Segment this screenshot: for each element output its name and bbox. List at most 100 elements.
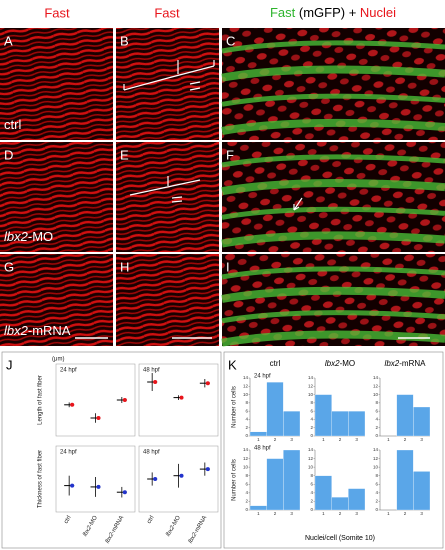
y-tick-label: 8: [310, 473, 313, 478]
subplot-label: 24 hpf: [60, 368, 77, 374]
micrograph: [0, 28, 113, 140]
micrograph: [0, 254, 113, 346]
y-tick-label: 10: [308, 464, 314, 469]
plot-frame: [138, 445, 219, 513]
hist-bar: [283, 410, 301, 437]
y-tick-label: 2: [375, 425, 378, 430]
panel-letter: A: [4, 33, 13, 48]
panel-j: J (μm) Length of fast fiber 24 hpf 48 hpf Thi…: [1, 351, 222, 549]
x-tick-label: 1: [322, 437, 325, 442]
gfp-fiber: [221, 310, 445, 324]
mean-dot: [179, 395, 184, 400]
x-tick-label: 2: [339, 511, 342, 516]
x-tick-label: 1: [257, 437, 260, 442]
label: lbx2-MO: [165, 515, 182, 538]
x-tick-label: 2: [274, 511, 277, 516]
x-tick-label: 3: [355, 437, 358, 442]
label-part: -mRNA: [28, 323, 71, 338]
gfp-fiber: [221, 330, 445, 347]
label-part: lbx2: [104, 531, 115, 544]
mean-dot: [96, 416, 101, 420]
hist-bar: [413, 471, 431, 511]
y-tick-label: 2: [245, 425, 248, 430]
gfp-fiber: [221, 154, 445, 168]
label: ctrl: [146, 515, 155, 525]
mean-dot: [96, 484, 101, 489]
mean-dot: [122, 398, 127, 402]
label: lbx2-MO: [82, 515, 99, 538]
label-part: ctrl: [146, 515, 155, 525]
label: ctrl: [4, 117, 21, 132]
hist-bar: [413, 406, 431, 437]
y-tick-label: 14: [243, 375, 249, 380]
y-tick-label: 0: [245, 433, 248, 438]
annotation-line: [129, 179, 201, 196]
y-tick-label: 6: [375, 408, 378, 413]
hist-bar: [396, 394, 414, 437]
annotation-line: [189, 81, 201, 91]
column-header: Fast (mGFP) + Nuclei: [270, 5, 396, 20]
y-tick-label: 0: [375, 507, 378, 512]
plot-frame: [138, 363, 219, 437]
y-tick-label: 4: [310, 490, 313, 495]
column-header: Fast: [154, 5, 180, 20]
x-tick-label: 1: [387, 437, 390, 442]
y-tick-label: 0: [310, 433, 313, 438]
annotation-line: [123, 65, 215, 91]
x-tick-label: 2: [404, 437, 407, 442]
mean-dot: [70, 402, 75, 407]
y-tick-label: 6: [245, 408, 248, 413]
subplot-label: 48 hpf: [254, 446, 271, 452]
panel-letter: I: [226, 259, 230, 274]
subplot-label: 48 hpf: [143, 450, 160, 456]
y-tick-label: 12: [308, 383, 314, 388]
y-tick-label: 10: [243, 464, 249, 469]
y-tick-label: 4: [245, 490, 248, 495]
y-tick-label: 2: [310, 425, 313, 430]
label-part: ctrl: [4, 117, 21, 132]
mean-dot: [179, 473, 184, 478]
column-header: Fast: [44, 5, 70, 20]
y-tick-label: 14: [308, 375, 314, 380]
y-tick-label: 14: [308, 447, 314, 452]
y-tick-label: 6: [375, 481, 378, 486]
hist-bar: [314, 475, 332, 511]
y-tick-label: 14: [243, 447, 249, 452]
y-tick-label: 10: [373, 464, 379, 469]
label: lbx2-MO: [4, 229, 53, 244]
y-tick-label: 12: [373, 456, 379, 461]
hist-bar: [331, 410, 349, 437]
y-tick-label: 8: [245, 400, 248, 405]
panel-letter: E: [120, 147, 129, 162]
gfp-fiber: [221, 93, 445, 107]
label-part: -MO: [88, 515, 99, 528]
hist-bar: [314, 394, 332, 437]
y-tick-label: 8: [245, 473, 248, 478]
label-part: -mRNA: [399, 359, 426, 368]
y-axis-label: Number of cells: [232, 386, 238, 428]
mean-dot: [205, 467, 210, 472]
gfp-fiber: [221, 231, 445, 248]
annotation-line: [171, 196, 183, 203]
micrograph: [0, 142, 113, 252]
y-tick-label: 2: [245, 499, 248, 504]
x-tick-label: 2: [339, 437, 342, 442]
y-tick-label: 6: [310, 408, 313, 413]
y-tick-label: 2: [310, 499, 313, 504]
panel-letter: F: [226, 147, 234, 162]
hist-bar: [348, 488, 366, 511]
x-tick-label: 3: [290, 511, 293, 516]
mean-dot: [122, 490, 127, 495]
x-tick-label: 3: [420, 511, 423, 516]
y-tick-label: 0: [245, 507, 248, 512]
panel-letter: B: [120, 33, 129, 48]
y-tick-label: 4: [375, 490, 378, 495]
label-part: -MO: [171, 515, 182, 528]
y-tick-label: 12: [308, 456, 314, 461]
label-part: -MO: [28, 229, 53, 244]
panel-letter: J: [6, 357, 13, 372]
mean-dot: [70, 483, 75, 488]
x-tick-label: 2: [404, 511, 407, 516]
